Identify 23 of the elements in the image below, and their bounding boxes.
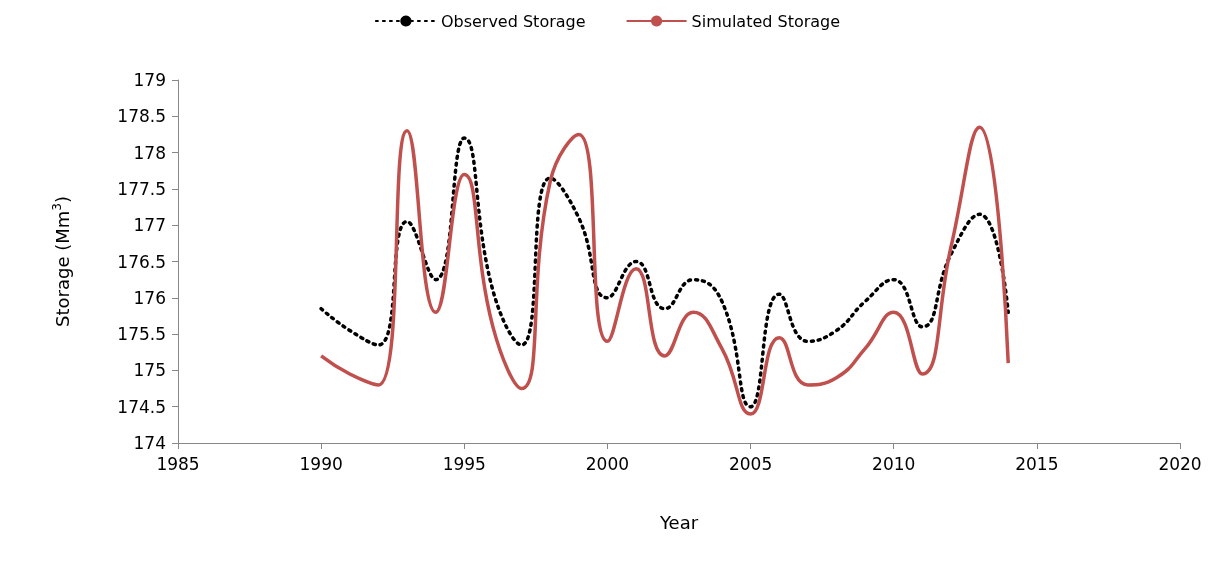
- y-tick-label: 175: [133, 360, 166, 381]
- x-axis-title: Year: [658, 511, 699, 533]
- y-tick-label: 179: [133, 70, 166, 90]
- y-tick-label: 176.5: [117, 251, 166, 272]
- x-tick-label: 1985: [156, 453, 200, 474]
- x-tick-label: 1990: [299, 453, 343, 474]
- y-tick-label: 178: [133, 142, 166, 163]
- legend-label: Observed Storage: [440, 11, 586, 31]
- y-axis-title: Storage (Mm3): [50, 196, 73, 327]
- x-tick-label: 2000: [585, 453, 630, 474]
- y-tick-label: 178.5: [117, 106, 166, 127]
- y-tick-label: 175.5: [117, 324, 166, 345]
- legend-label: Simulated Storage: [691, 11, 841, 31]
- x-tick-label: 2015: [1015, 453, 1059, 474]
- x-tick-label: 2005: [728, 453, 773, 474]
- y-tick-label: 174: [133, 433, 166, 453]
- y-tick-label: 176: [133, 287, 166, 308]
- y-tick-label: 177.5: [117, 178, 166, 199]
- x-tick-label: 2010: [872, 453, 916, 474]
- y-tick-label: 174.5: [117, 396, 166, 417]
- x-tick-label: 2020: [1158, 453, 1202, 474]
- y-tick-label: 177: [133, 215, 166, 236]
- x-tick-label: 1995: [442, 453, 486, 474]
